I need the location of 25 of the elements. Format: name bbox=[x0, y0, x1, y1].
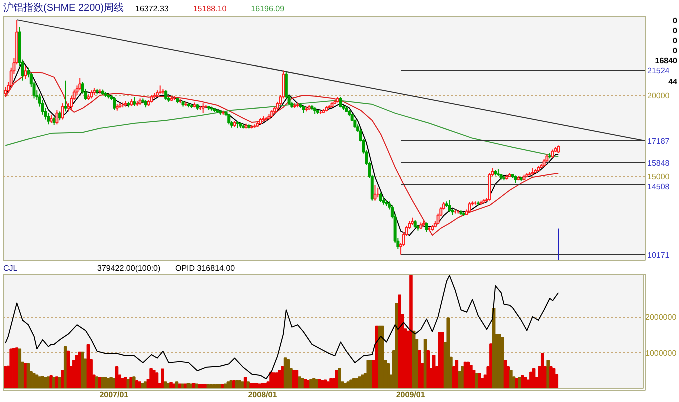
series-label: 21524 bbox=[648, 66, 670, 76]
text: 16372.33 bbox=[136, 4, 170, 14]
chart-title: CJL bbox=[4, 264, 18, 273]
text: 0 bbox=[673, 46, 678, 56]
x-tick-label: 2007/01 bbox=[100, 390, 130, 400]
chart-title: 沪铝指数(SHME 2200)周线 bbox=[4, 2, 124, 14]
text: 44 bbox=[668, 78, 678, 86]
text: 0 bbox=[673, 36, 678, 46]
y-tick-label: 1000000 bbox=[646, 348, 678, 358]
text: 0 bbox=[673, 26, 678, 36]
series-label: 15848 bbox=[648, 158, 670, 168]
text: 16840 bbox=[655, 56, 678, 66]
series-label: 17187 bbox=[648, 137, 670, 146]
y-tick-label: 20000 bbox=[648, 91, 670, 100]
text: 16196.09 bbox=[251, 4, 286, 14]
text: 0 bbox=[673, 16, 678, 26]
text: OPID 316814.00 bbox=[176, 264, 236, 273]
x-tick-label: 2008/01 bbox=[248, 390, 278, 400]
y-tick-label: 2000000 bbox=[646, 313, 678, 322]
series-label: 14508 bbox=[648, 182, 670, 192]
y-tick-label: 15000 bbox=[648, 172, 670, 182]
series-label: 10171 bbox=[648, 250, 670, 260]
text: 15188.10 bbox=[193, 4, 228, 14]
x-tick-label: 2009/01 bbox=[396, 390, 426, 400]
text: 379422.00(100:0) bbox=[98, 264, 161, 273]
